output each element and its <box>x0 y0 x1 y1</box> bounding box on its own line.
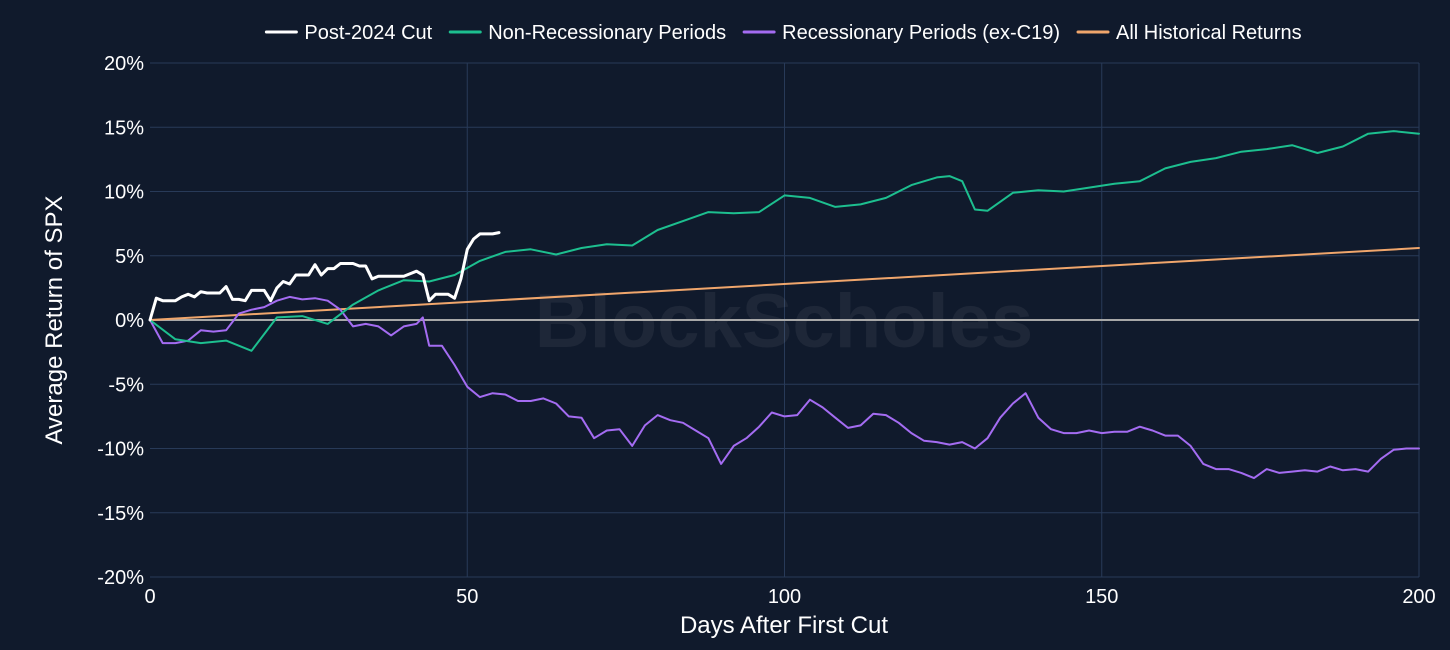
legend-label-post-2024-cut: Post-2024 Cut <box>304 22 432 44</box>
legend-label-non-recessionary-periods: Non-Recessionary Periods <box>488 22 726 44</box>
y-tick-label: -5% <box>108 374 144 396</box>
legend-label-all-historical-returns: All Historical Returns <box>1116 22 1302 44</box>
watermark: BlockScholes <box>535 279 1033 364</box>
legend: Post-2024 Cut Non-Recessionary Periods Rec… <box>264 22 1302 44</box>
series-line-recessionary-periods-ex-c19 <box>149 295 1420 480</box>
y-tick-label: 15% <box>104 117 144 139</box>
x-tick-labels: 0 50 100 150 200 <box>144 586 1435 608</box>
y-tick-label: -10% <box>97 439 144 461</box>
x-tick-label: 100 <box>768 586 801 608</box>
y-tick-label: 10% <box>104 182 144 204</box>
y-tick-label: -15% <box>97 503 144 525</box>
x-axis-title: Days After First Cut <box>680 612 888 639</box>
y-tick-label: 5% <box>115 246 144 268</box>
legend-label-recessionary-periods-ex-c19: Recessionary Periods (ex-C19) <box>782 22 1060 44</box>
series-line-all-historical-returns <box>149 247 1420 321</box>
x-tick-label: 0 <box>144 586 155 608</box>
series-line-post-2024-cut <box>148 231 501 322</box>
series-line-non-recessionary-periods <box>149 130 1420 352</box>
y-tick-label: -20% <box>97 567 144 589</box>
y-tick-label: 20% <box>104 53 144 75</box>
y-tick-label: 0% <box>115 310 144 332</box>
y-tick-labels: 20% 15% 10% 5% 0% -5% -10% -15% -20% <box>97 53 144 589</box>
x-tick-label: 50 <box>456 586 478 608</box>
x-tick-label: 150 <box>1085 586 1118 608</box>
y-axis-title: Average Return of SPX <box>41 195 68 444</box>
x-tick-label: 200 <box>1402 586 1435 608</box>
series-layer <box>148 130 1420 480</box>
